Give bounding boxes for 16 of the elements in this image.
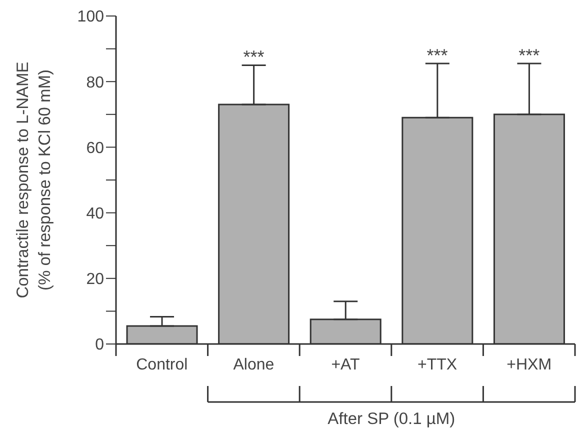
y-tick-label: 0 xyxy=(95,336,104,354)
y-tick-label: 80 xyxy=(86,74,104,92)
x-tick-label: +HXM xyxy=(506,356,552,374)
y-tick-label: 60 xyxy=(86,140,104,157)
x-tick-label: +TTX xyxy=(418,356,458,374)
y-tick-label: 20 xyxy=(86,271,104,288)
x-tick-label: +AT xyxy=(331,356,360,374)
y-tick-label: 100 xyxy=(77,8,104,26)
x-tick-label: Alone xyxy=(233,356,274,374)
x-tick-label: Control xyxy=(136,356,188,374)
annotation: *** xyxy=(426,46,448,66)
annotation: *** xyxy=(243,47,264,68)
y-axis-title: Contractile response to L-NAME (% of response to KCl 60 mM) xyxy=(14,62,54,298)
annotation: *** xyxy=(518,46,540,66)
x-axis-title: After SP (0.1 µM) xyxy=(328,410,456,428)
y-tick-label: 40 xyxy=(86,205,104,222)
